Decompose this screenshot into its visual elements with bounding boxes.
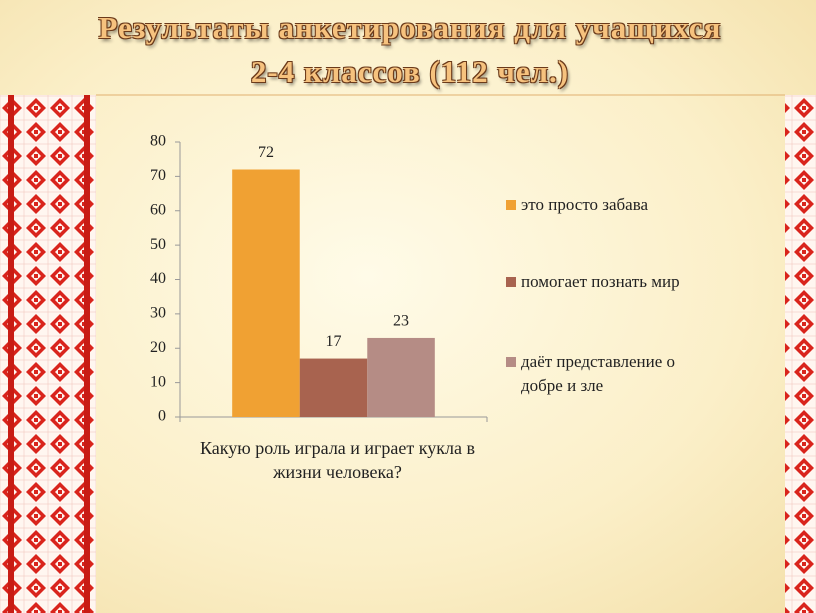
data-label: 17 <box>326 333 342 350</box>
y-tick-label: 10 <box>150 373 166 390</box>
ornament-stripe <box>8 95 14 613</box>
y-tick-label: 0 <box>158 408 166 425</box>
bar <box>299 358 368 417</box>
y-tick-label: 60 <box>150 201 166 218</box>
data-label: 23 <box>393 313 409 330</box>
y-tick-label: 70 <box>150 167 166 184</box>
legend-label: даёт представление о добре и зле <box>521 352 676 395</box>
y-tick-label: 20 <box>150 339 166 356</box>
y-tick-label: 50 <box>150 236 166 253</box>
y-tick-label: 40 <box>150 270 166 287</box>
bar <box>232 169 300 417</box>
bar <box>367 337 435 417</box>
y-tick-label: 30 <box>150 305 166 322</box>
legend-swatch <box>506 200 516 210</box>
x-tick-label: Какую роль играла и играет кукла в жизни… <box>200 438 475 482</box>
legend-swatch <box>506 277 516 287</box>
y-tick-label: 80 <box>150 133 166 150</box>
slide-title: Результаты анкетирования для учащихся 2-… <box>98 10 722 89</box>
ornament-stripe <box>84 95 90 613</box>
ornament-right <box>785 95 816 613</box>
legend-label: помогает познать мир <box>521 272 680 291</box>
legend-swatch <box>506 357 516 367</box>
ornament-left <box>0 95 96 613</box>
legend-label: это просто забава <box>521 195 649 214</box>
data-label: 72 <box>258 144 274 161</box>
